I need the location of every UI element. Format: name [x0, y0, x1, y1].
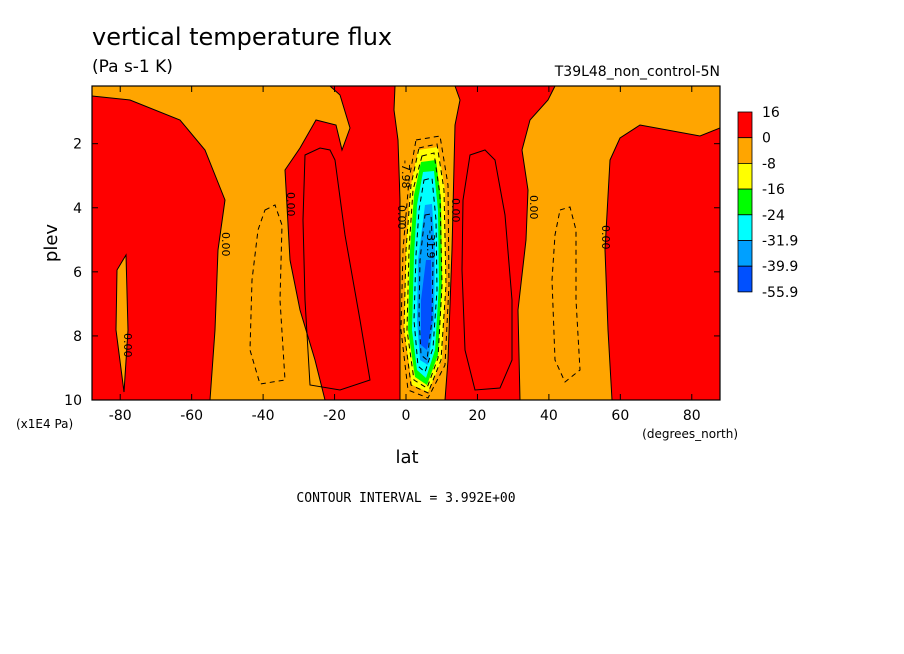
y-tick-label: 4	[73, 201, 82, 217]
chart-title: vertical temperature flux	[92, 23, 392, 51]
legend-swatch	[737, 162, 753, 190]
color-legend: 16 0 -8 -16 -24 -31.9 -39.9 -55.9	[737, 105, 798, 301]
x-tick-label: -80	[109, 408, 132, 424]
contour-lines	[92, 86, 720, 400]
legend-swatch	[737, 240, 753, 267]
contour-label: -7.98	[399, 160, 412, 188]
x-tick-label: 60	[611, 408, 629, 424]
contour-label: 0.00	[284, 192, 297, 217]
x-axis-units: (degrees_north)	[642, 427, 738, 441]
x-tick-label: -40	[252, 408, 275, 424]
contour-label: 0.00	[219, 232, 232, 257]
y-axis-label: plev	[41, 224, 62, 263]
legend-label: -16	[762, 182, 785, 198]
y-axis: 2 4 6 8 10	[64, 137, 720, 409]
contour-label: -31.9	[424, 230, 437, 258]
contour-label: 0.00	[599, 225, 612, 250]
legend-swatch	[737, 265, 753, 293]
legend-swatch	[737, 188, 753, 216]
negative-flux-region-south	[92, 86, 350, 400]
y-axis-units: (x1E4 Pa)	[16, 417, 73, 431]
contour-label: 0.00	[449, 198, 462, 223]
x-axis-label: lat	[395, 447, 418, 468]
contour-label: 0.00	[527, 195, 540, 220]
run-label: T39L48_non_control-5N	[554, 64, 720, 80]
negative-contours	[249, 135, 581, 399]
legend-label: 0	[762, 131, 771, 147]
plot-area: 0.00 0.00 0.00 0.00 0.00 0.00 0.00 -7.98…	[92, 86, 720, 400]
y-tick-label: 6	[73, 265, 82, 281]
units-label: (Pa s-1 K)	[92, 57, 173, 77]
legend-swatch	[737, 111, 753, 139]
x-tick-label: 40	[540, 408, 558, 424]
x-tick-label: 0	[402, 408, 411, 424]
legend-swatch	[737, 137, 753, 164]
x-tick-label: 80	[683, 408, 701, 424]
legend-label: -55.9	[762, 285, 798, 301]
contour-interval-note: CONTOUR INTERVAL = 3.992E+00	[296, 491, 515, 506]
legend-label: -31.9	[762, 234, 798, 250]
contour-label: 0.00	[121, 333, 134, 358]
x-tick-label: -60	[180, 408, 203, 424]
y-tick-label: 8	[73, 329, 82, 345]
legend-label: 16	[762, 105, 780, 121]
legend-label: -24	[762, 208, 785, 224]
legend-label: -39.9	[762, 259, 798, 275]
x-tick-label: 20	[469, 408, 487, 424]
x-tick-label: -20	[323, 408, 346, 424]
negative-flux-region-north	[518, 86, 720, 400]
negative-flux-region-sliver	[116, 255, 128, 392]
contour-label: 0.00	[395, 205, 408, 230]
y-tick-label: 2	[73, 137, 82, 153]
legend-swatch	[737, 214, 753, 241]
legend-label: -8	[762, 156, 776, 172]
y-tick-label: 10	[64, 393, 82, 409]
x-axis: -80 -60 -40 -20 0 20 40 60 80	[109, 86, 701, 424]
contour-value-labels: 0.00 0.00 0.00 0.00 0.00 0.00 0.00 -7.98…	[121, 160, 612, 358]
core-level-deep-blue	[421, 260, 432, 350]
